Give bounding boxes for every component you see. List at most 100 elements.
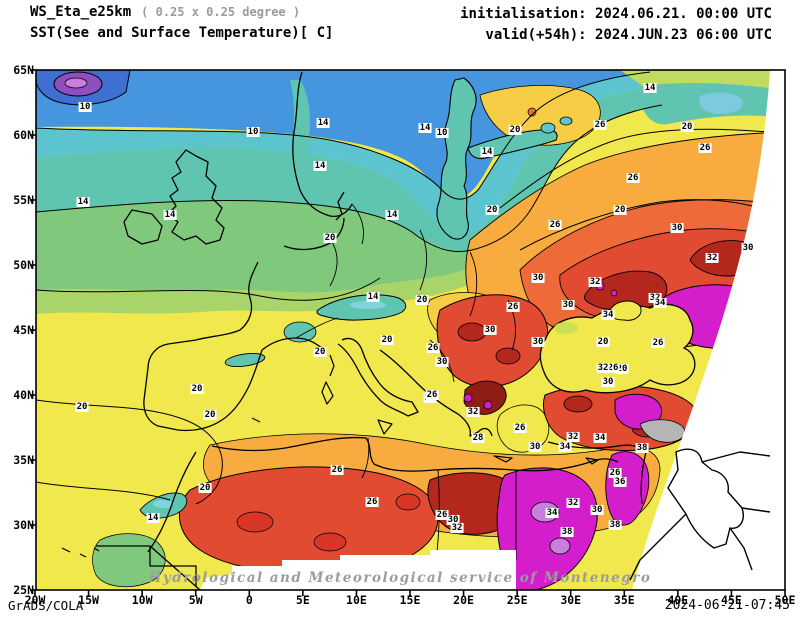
watermark: Hydrological and Meteorological service …	[148, 570, 652, 586]
contour-label: 14	[385, 210, 399, 220]
contour-label: 26	[593, 120, 607, 130]
contour-label: 20	[615, 364, 629, 374]
contour-label: 38	[608, 520, 622, 530]
lon-tick-label: 5E	[295, 593, 310, 607]
contour-label: 14	[313, 161, 327, 171]
contour-label: 26	[606, 363, 620, 373]
contour-label: 20	[613, 205, 627, 215]
creation-timestamp: 2024-06-21-07:45	[664, 598, 790, 613]
contour-label: 28	[471, 433, 485, 443]
grid-resolution: ( 0.25 x 0.25 degree )	[141, 5, 301, 19]
lat-tick-label: 50N	[13, 258, 34, 272]
contour-label: 26	[651, 338, 665, 348]
contour-label: 26	[426, 343, 440, 353]
contour-label: 14	[316, 118, 330, 128]
lon-tick-label: 30E	[560, 593, 582, 607]
contour-label: 34	[601, 310, 615, 320]
contour-label: 32	[450, 523, 464, 533]
model-title: WS_Eta_e25km ( 0.25 x 0.25 degree )	[30, 4, 333, 20]
contour-label: 36	[613, 477, 627, 487]
lat-tick-label: 35N	[13, 453, 34, 467]
contour-label: 26	[506, 302, 520, 312]
contour-label: 20	[596, 337, 610, 347]
contour-label: 20	[75, 402, 89, 412]
lon-tick-label: 10W	[131, 593, 153, 607]
contour-label: 20	[198, 483, 212, 493]
grads-credit: GrADS/COLA	[8, 598, 84, 613]
header-left: WS_Eta_e25km ( 0.25 x 0.25 degree ) SST(S…	[30, 4, 333, 41]
valid-time: valid(+54h): 2024.JUN.23 06:00 UTC	[485, 27, 772, 43]
lat-tick-label: 40N	[13, 388, 34, 402]
contour-label: 30	[435, 357, 449, 367]
lat-tick-label: 30N	[13, 518, 34, 532]
lon-tick-label: 25E	[506, 593, 528, 607]
contour-label: 30	[446, 515, 460, 525]
field-title: SST(See and Surface Temperature)[ C]	[30, 25, 334, 41]
lon-tick-label: 20E	[453, 593, 474, 607]
initialisation-time: initialisation: 2024.06.21. 00:00 UTC	[460, 6, 772, 22]
contour-label: 32	[566, 432, 580, 442]
contour-label: 20	[485, 205, 499, 215]
contour-label: 26	[608, 468, 622, 478]
contour-label: 20	[508, 125, 522, 135]
model-name: WS_Eta_e25km	[30, 4, 132, 20]
contour-label: 20	[680, 122, 694, 132]
contour-label: 32	[596, 363, 610, 373]
contour-label: 20	[323, 233, 337, 243]
contour-label: 20	[313, 347, 327, 357]
lon-tick-label: 20W	[24, 593, 46, 607]
contour-label: 30	[670, 223, 684, 233]
contour-label: 30	[531, 337, 545, 347]
contour-label: 20	[203, 410, 217, 420]
contour-label: 26	[548, 220, 562, 230]
contour-label: 32	[566, 498, 580, 508]
contour-label: 30	[561, 300, 575, 310]
lon-tick-label: 10E	[346, 593, 367, 607]
contour-label: 32	[705, 253, 719, 263]
contour-label: 14	[146, 513, 160, 523]
contour-label: 34	[653, 298, 667, 308]
contour-label: 30	[528, 442, 542, 452]
contour-label: 14	[418, 123, 432, 133]
lat-tick-label: 45N	[13, 323, 34, 337]
contour-label: 20	[415, 295, 429, 305]
lon-tick-label: 15E	[399, 593, 421, 607]
contour-label: 34	[558, 442, 572, 452]
map-header: WS_Eta_e25km ( 0.25 x 0.25 degree ) SST(S…	[0, 0, 800, 62]
lat-tick-label: 60N	[13, 128, 34, 142]
contour-label: 20	[380, 335, 394, 345]
contour-label: 26	[435, 510, 449, 520]
lat-tick-label: 55N	[13, 193, 34, 207]
contour-label: 34	[593, 433, 607, 443]
contour-label: 14	[366, 292, 380, 302]
contour-label: 14	[480, 147, 494, 157]
contour-label: 38	[560, 527, 574, 537]
contour-label: 30	[741, 243, 755, 253]
contour-label: 26	[330, 465, 344, 475]
contour-label: 26	[626, 173, 640, 183]
lon-tick-label: 35E	[613, 593, 635, 607]
contour-label: 26	[698, 143, 712, 153]
axis-tick-marks	[30, 69, 786, 596]
contour-label: 30	[590, 505, 604, 515]
contour-label: 10	[246, 127, 260, 137]
lon-tick-label: 5W	[188, 593, 203, 607]
contour-label: 14	[76, 197, 90, 207]
contour-label: 32	[588, 277, 602, 287]
header-right: initialisation: 2024.06.21. 00:00 UTC va…	[460, 4, 772, 46]
lon-tick-label: 50E	[774, 593, 796, 607]
contour-label: 32	[466, 407, 480, 417]
contour-label: 10	[78, 102, 92, 112]
contour-label: 26	[425, 390, 439, 400]
contour-label: 30	[601, 377, 615, 387]
contour-label: 14	[643, 83, 657, 93]
contour-label: 14	[163, 210, 177, 220]
lon-tick-label: 40E	[667, 593, 689, 607]
contour-label: 20	[190, 384, 204, 394]
contour-label: 26	[365, 497, 379, 507]
lon-tick-label: 15W	[78, 593, 99, 607]
contour-label: 30	[483, 325, 497, 335]
